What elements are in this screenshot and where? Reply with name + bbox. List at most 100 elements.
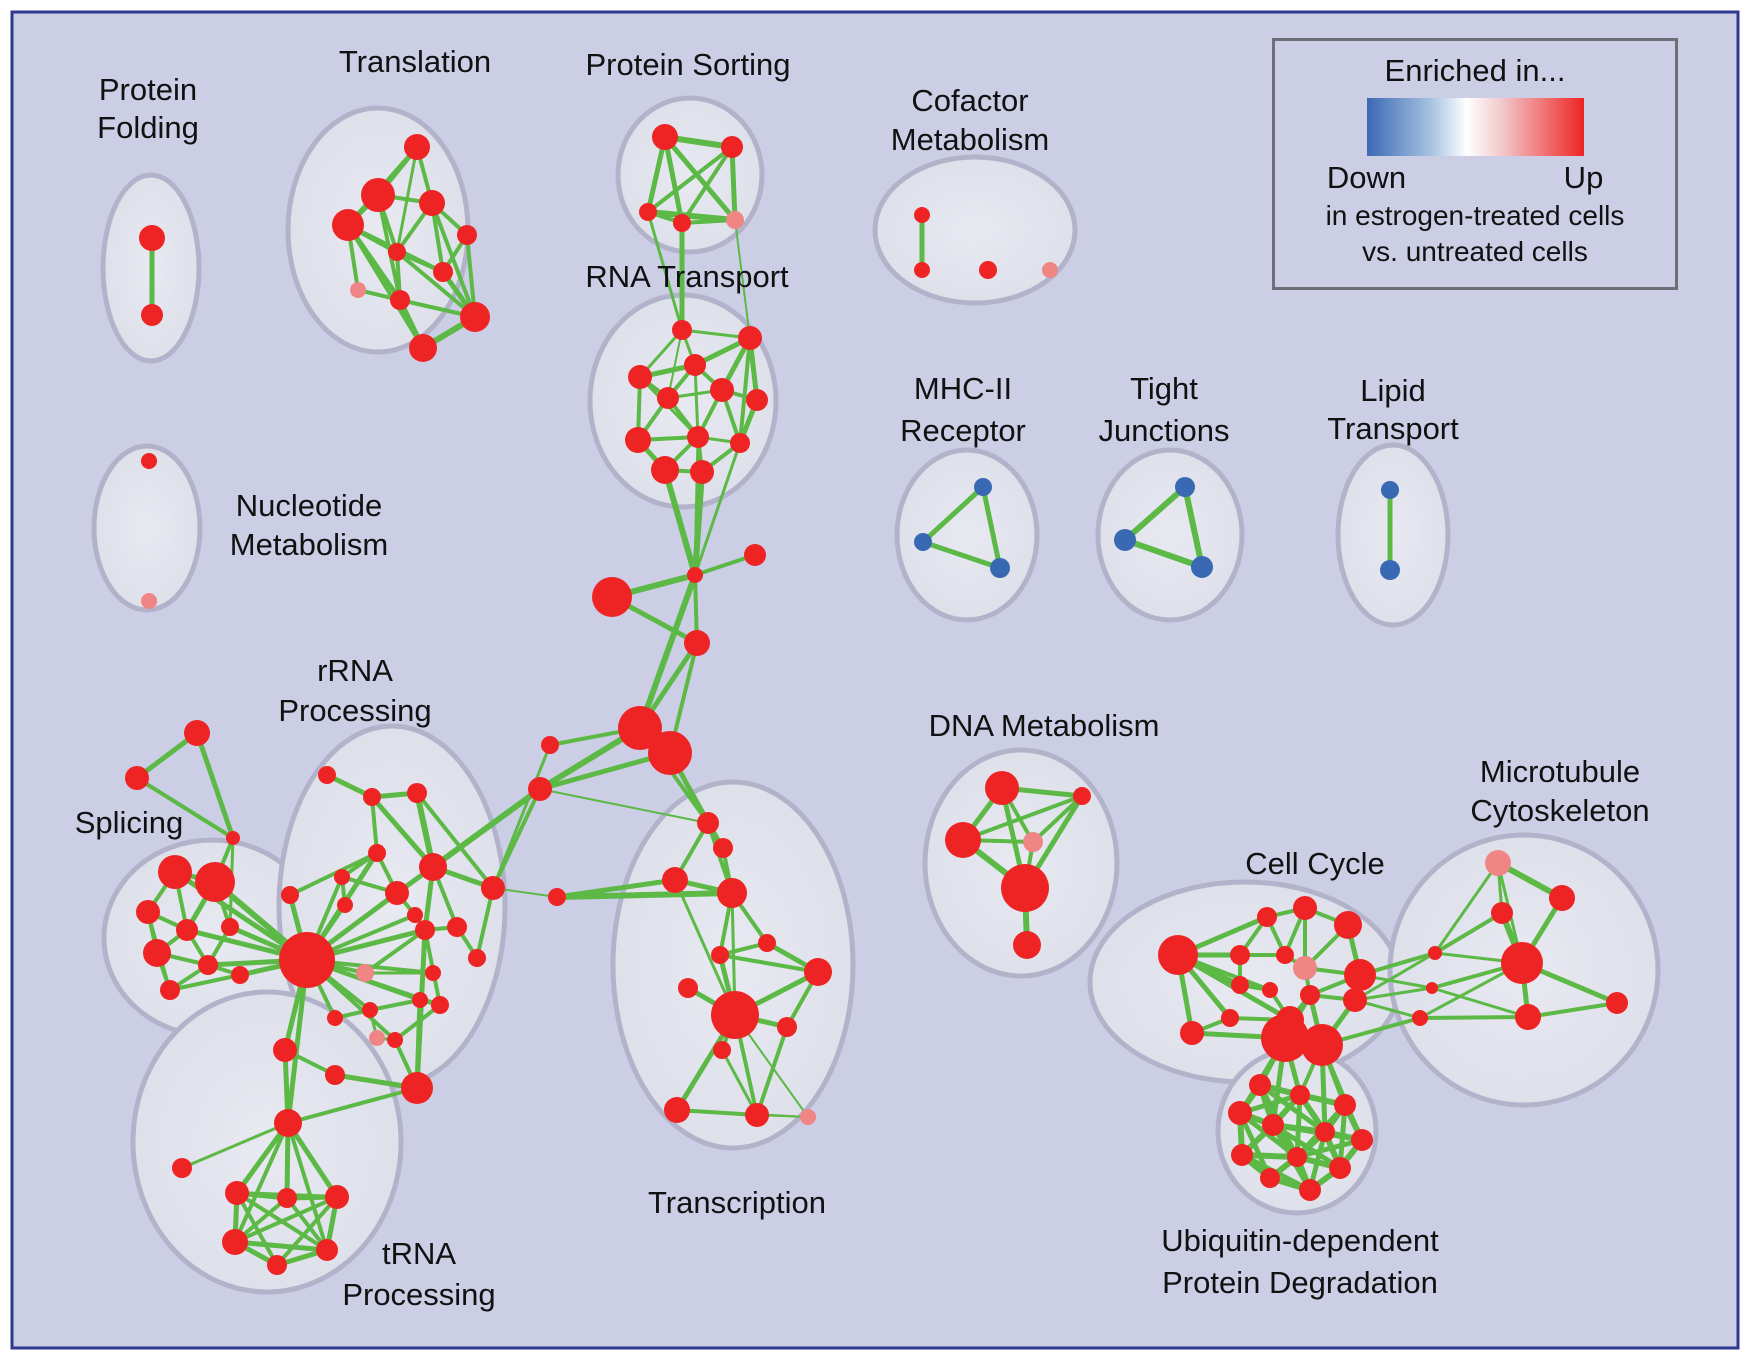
node-r2[interactable] [363,788,381,806]
node-t1[interactable] [404,134,430,160]
node-r19[interactable] [431,996,449,1014]
node-xb[interactable] [592,577,632,617]
node-u5[interactable] [1262,1114,1284,1136]
node-tc13[interactable] [745,1103,769,1127]
node-cl[interactable] [1158,935,1198,975]
node-g2[interactable] [1301,1024,1343,1066]
node-r17[interactable] [327,1010,343,1026]
node-u4[interactable] [1228,1101,1252,1125]
node-tc8[interactable] [678,978,698,998]
node-x5[interactable] [316,1239,338,1261]
node-h2[interactable] [648,731,692,775]
node-b1[interactable] [279,932,335,988]
node-d1[interactable] [985,771,1019,805]
node-tc1[interactable] [697,812,719,834]
node-u12[interactable] [1299,1179,1321,1201]
node-cc5[interactable] [1276,946,1294,964]
node-q2[interactable] [325,1065,345,1085]
node-u2[interactable] [1290,1085,1310,1105]
node-x4[interactable] [222,1229,248,1255]
node-x1[interactable] [225,1181,249,1205]
node-cc7[interactable] [1231,976,1249,994]
node-p1[interactable] [356,964,374,982]
node-nmid[interactable] [528,777,552,801]
node-t11[interactable] [409,334,437,362]
node-c1s[interactable] [541,736,559,754]
node-mh1[interactable] [974,478,992,496]
node-t3[interactable] [419,190,445,216]
node-x2h[interactable] [277,1188,297,1208]
node-rt3[interactable] [628,365,652,389]
node-tj1[interactable] [1175,477,1195,497]
node-lt1[interactable] [1381,481,1399,499]
node-rt6[interactable] [710,378,734,402]
node-mp[interactable] [1485,850,1511,876]
node-r18[interactable] [387,1032,403,1048]
node-t7[interactable] [433,262,453,282]
node-mh2[interactable] [914,533,932,551]
node-cm3[interactable] [979,261,997,279]
node-x2c[interactable] [684,630,710,656]
node-m2[interactable] [1491,902,1513,924]
node-rt7[interactable] [746,389,768,411]
node-pf2[interactable] [141,304,163,326]
node-tc12[interactable] [664,1097,690,1123]
node-d2[interactable] [1073,787,1091,805]
node-lt2[interactable] [1380,560,1400,580]
node-nm2[interactable] [141,593,157,609]
node-cc10[interactable] [1343,988,1367,1012]
node-s7[interactable] [198,955,218,975]
node-s5[interactable] [221,918,239,936]
node-ps4[interactable] [673,214,691,232]
node-d5[interactable] [1001,864,1049,912]
node-cc6[interactable] [1344,959,1376,991]
node-rt4[interactable] [684,354,706,376]
node-u10[interactable] [1329,1157,1351,1179]
node-j1[interactable] [687,567,703,583]
node-u7[interactable] [1351,1129,1373,1151]
node-t10[interactable] [460,302,490,332]
node-ps1[interactable] [652,124,678,150]
node-r14[interactable] [425,965,441,981]
node-r11[interactable] [447,917,467,937]
node-cm4[interactable] [1042,262,1058,278]
node-s9[interactable] [231,966,249,984]
node-m1[interactable] [1549,885,1575,911]
node-m5[interactable] [1515,1004,1541,1030]
node-st2[interactable] [125,766,149,790]
node-tj3[interactable] [1191,556,1213,578]
node-s6[interactable] [143,939,171,967]
node-nm1[interactable] [141,453,157,469]
node-s1[interactable] [158,855,192,889]
node-tc2[interactable] [713,838,733,858]
node-r16[interactable] [362,1002,378,1018]
node-thub[interactable] [274,1109,302,1137]
node-rt8[interactable] [625,427,651,453]
node-s2[interactable] [195,862,235,902]
node-p2[interactable] [369,1030,385,1046]
node-t2[interactable] [361,178,395,212]
node-r1[interactable] [318,766,336,784]
node-tj2[interactable] [1114,529,1136,551]
node-s3[interactable] [136,900,160,924]
node-r7[interactable] [419,853,447,881]
node-r12[interactable] [481,876,505,900]
node-rt5[interactable] [657,387,679,409]
node-cbl[interactable] [1180,1021,1204,1045]
node-q3[interactable] [401,1072,433,1104]
node-t8[interactable] [350,282,366,298]
node-r20[interactable] [468,949,486,967]
node-k2[interactable] [1426,982,1438,994]
node-d6[interactable] [1013,931,1041,959]
node-d3[interactable] [945,822,981,858]
node-tc4[interactable] [717,878,747,908]
node-g1[interactable] [1261,1014,1309,1062]
node-cc1[interactable] [1257,907,1277,927]
node-h1[interactable] [618,706,662,750]
node-cc4[interactable] [1230,945,1250,965]
node-d4[interactable] [1023,832,1043,852]
node-x3[interactable] [325,1185,349,1209]
node-rt11[interactable] [651,456,679,484]
node-u9[interactable] [1287,1147,1307,1167]
node-r3[interactable] [407,783,427,803]
